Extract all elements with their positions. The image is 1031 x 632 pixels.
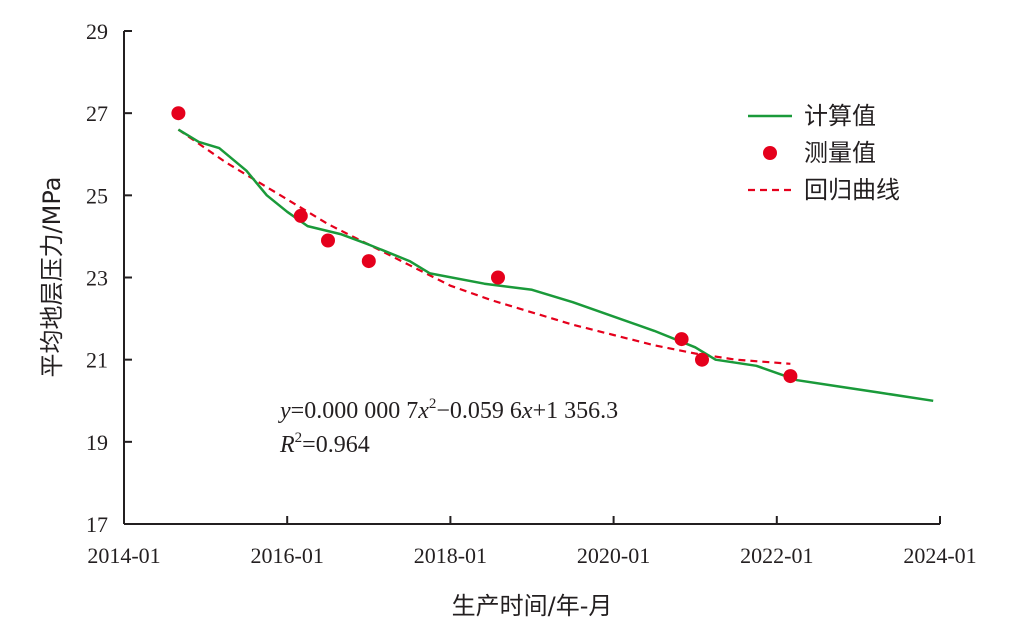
x-tick-label: 2014-01 (87, 543, 160, 568)
r2-r: R (279, 432, 295, 458)
eq-part1: =0.000 000 7 (291, 398, 419, 424)
legend-label-computed: 计算值 (804, 102, 876, 130)
legend-label-regression: 回归曲线 (804, 176, 900, 204)
eq-x: x (417, 398, 429, 424)
x-tick-label: 2020-01 (577, 543, 650, 568)
y-axis-title: 平均地层压力/MPa (38, 177, 66, 378)
eq-y: y (278, 398, 291, 424)
y-tick-label: 17 (86, 512, 108, 537)
y-tick-label: 25 (86, 183, 108, 208)
y-tick-labels: 17 19 21 23 25 27 29 (86, 19, 108, 537)
r-squared: R2=0.964 (279, 430, 370, 458)
measured-point (783, 369, 798, 384)
legend: 计算值 测量值 回归曲线 (748, 102, 900, 204)
x-tick-labels: 2014-01 2016-01 2018-01 2020-01 2022-01 2024-… (87, 543, 976, 568)
measured-point (695, 352, 709, 367)
series-layer (171, 106, 934, 403)
x-tick-label: 2024-01 (903, 543, 976, 568)
measured-point (321, 233, 335, 248)
measured-point (293, 208, 308, 223)
x-tick-label: 2018-01 (414, 543, 487, 568)
regression-equation: y=0.000 000 7x2−0.059 6x+1 356.3 (278, 396, 618, 424)
eq-exp: 2 (429, 396, 437, 412)
legend-swatch-measured (763, 146, 777, 160)
y-tick-label: 21 (86, 348, 108, 373)
measured-point (361, 254, 376, 269)
y-tick-label: 19 (86, 430, 108, 455)
eq-x2: x (521, 398, 533, 424)
measured-point (674, 332, 689, 347)
legend-label-measured: 测量值 (804, 139, 876, 167)
y-tick-label: 29 (86, 19, 108, 44)
computed-line (177, 128, 934, 403)
eq-part2: −0.059 6 (436, 398, 522, 424)
x-tick-label: 2022-01 (740, 543, 813, 568)
y-tick-label: 27 (86, 101, 108, 126)
x-axis-title: 生产时间/年-月 (452, 592, 613, 620)
r2-exp: 2 (295, 430, 303, 446)
y-tick-label: 23 (86, 266, 108, 291)
eq-part3: +1 356.3 (533, 398, 619, 424)
x-tick-label: 2016-01 (251, 543, 324, 568)
axes (123, 30, 941, 525)
regression-curve (177, 128, 791, 365)
measured-point (491, 270, 505, 285)
measured-point (171, 106, 186, 121)
r2-value: =0.964 (302, 432, 370, 458)
